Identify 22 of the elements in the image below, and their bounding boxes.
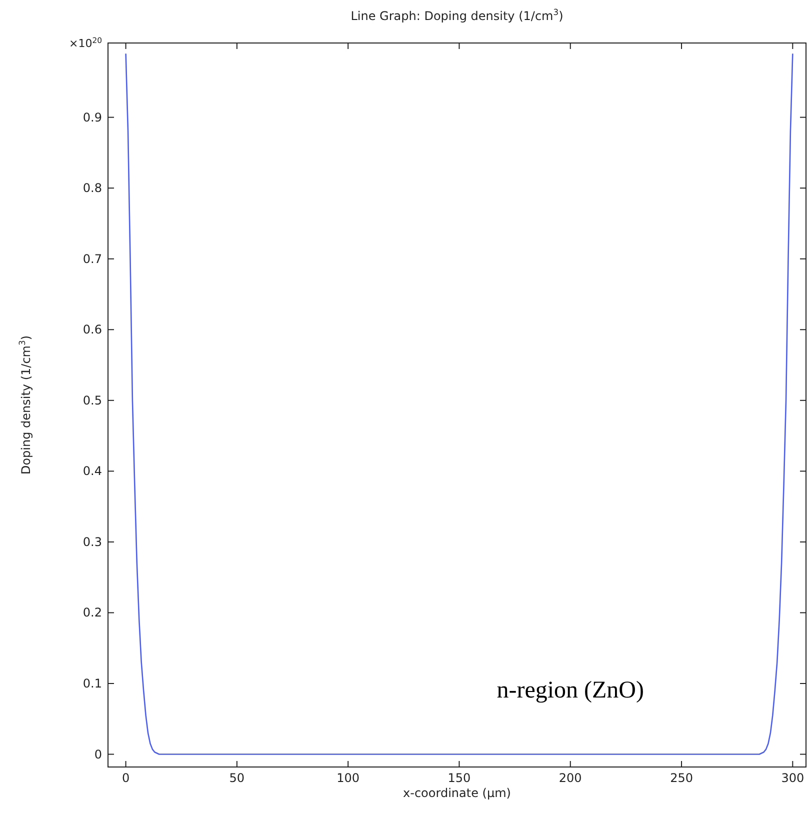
y-tick-label: 0.3	[82, 534, 102, 549]
x-tick-label: 50	[229, 771, 245, 785]
x-tick-label: 300	[781, 771, 804, 785]
line-series	[125, 52, 794, 755]
y-tick-label: 0.7	[82, 252, 102, 266]
annotation: n-region (ZnO)	[496, 678, 644, 704]
x-tick-label: 0	[122, 771, 130, 785]
x-tick-label: 250	[670, 771, 693, 785]
x-tick-label: 200	[558, 771, 582, 785]
y-tick-label: 0.9	[82, 110, 102, 124]
text: ×10$^{20}$	[68, 36, 102, 50]
y-tick-label: 0.4	[82, 464, 102, 478]
y-tick-label: 0.2	[82, 606, 102, 620]
chart-title: Line Graph: Doping density (1/cm$^{3}$)	[350, 7, 564, 23]
x-tick-label: 100	[336, 771, 360, 785]
y-tick-label: 0.5	[82, 393, 102, 408]
y-tick-label: 0.6	[82, 322, 102, 337]
y-tick-label: 0	[94, 747, 102, 762]
y-tick-label: 0.1	[82, 676, 102, 690]
x-tick-label: 150	[448, 771, 471, 785]
x-axis-title: x-coordinate (µm)	[403, 786, 511, 800]
y-tick-label: 0.8	[82, 181, 102, 196]
